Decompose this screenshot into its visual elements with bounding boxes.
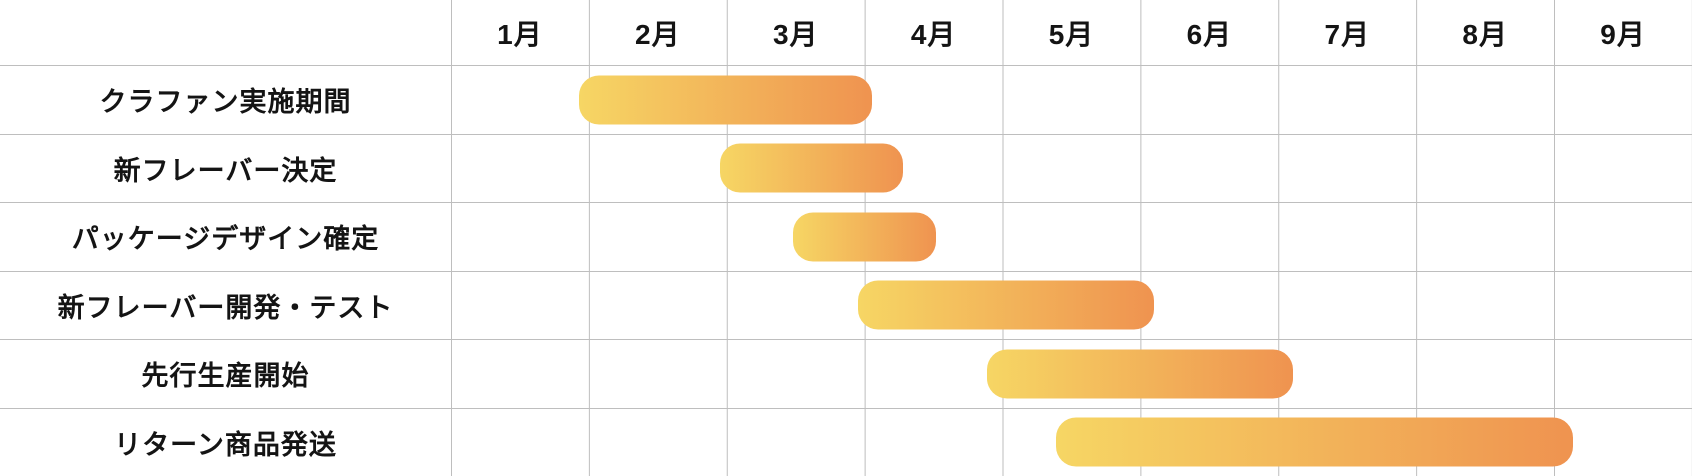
task-timeline (451, 271, 1692, 339)
task-label: クラファン実施期間 (99, 87, 352, 118)
month-header-jun: 6月 (1186, 18, 1233, 50)
month-header-apr: 4月 (910, 18, 957, 50)
task-row: 新フレーバー開発・テスト (0, 270, 1692, 339)
gantt-bar (1056, 417, 1574, 467)
month-header-row: 1月 2月 3月 4月 5月 6月 7月 8月 9月 (0, 0, 1692, 65)
month-header-aug: 8月 (1462, 18, 1508, 50)
task-timeline (451, 408, 1692, 476)
task-timeline (451, 340, 1692, 408)
task-row: 新フレーバー決定 (0, 133, 1692, 202)
task-row: リターン商品発送 (0, 407, 1692, 476)
month-header-feb: 2月 (635, 18, 681, 50)
gantt-bar (792, 212, 937, 262)
gantt-bar (719, 143, 904, 193)
task-timeline (451, 203, 1692, 271)
task-row: クラファン実施期間 (0, 65, 1692, 134)
gantt-bar (857, 280, 1155, 330)
gantt-bar (579, 75, 872, 125)
task-timeline (451, 66, 1692, 134)
month-header-mar: 3月 (772, 18, 819, 50)
task-label: 先行生産開始 (141, 361, 310, 392)
task-label: リターン商品発送 (114, 429, 337, 460)
month-header-jul: 7月 (1324, 18, 1371, 50)
task-label: 新フレーバー開発・テスト (57, 292, 394, 323)
task-row: パッケージデザイン確定 (0, 202, 1692, 271)
task-row: 先行生産開始 (0, 339, 1692, 408)
gantt-bar (987, 349, 1294, 399)
task-label: 新フレーバー決定 (113, 155, 338, 186)
task-label: パッケージデザイン確定 (71, 224, 380, 255)
month-header-timeline: 1月 2月 3月 4月 5月 6月 7月 8月 9月 (451, 0, 1692, 65)
month-header-jan: 1月 (497, 18, 543, 50)
header-spacer (0, 0, 451, 65)
month-header-sep: 9月 (1600, 18, 1646, 50)
month-header-may: 5月 (1048, 18, 1095, 50)
task-timeline (451, 134, 1692, 202)
